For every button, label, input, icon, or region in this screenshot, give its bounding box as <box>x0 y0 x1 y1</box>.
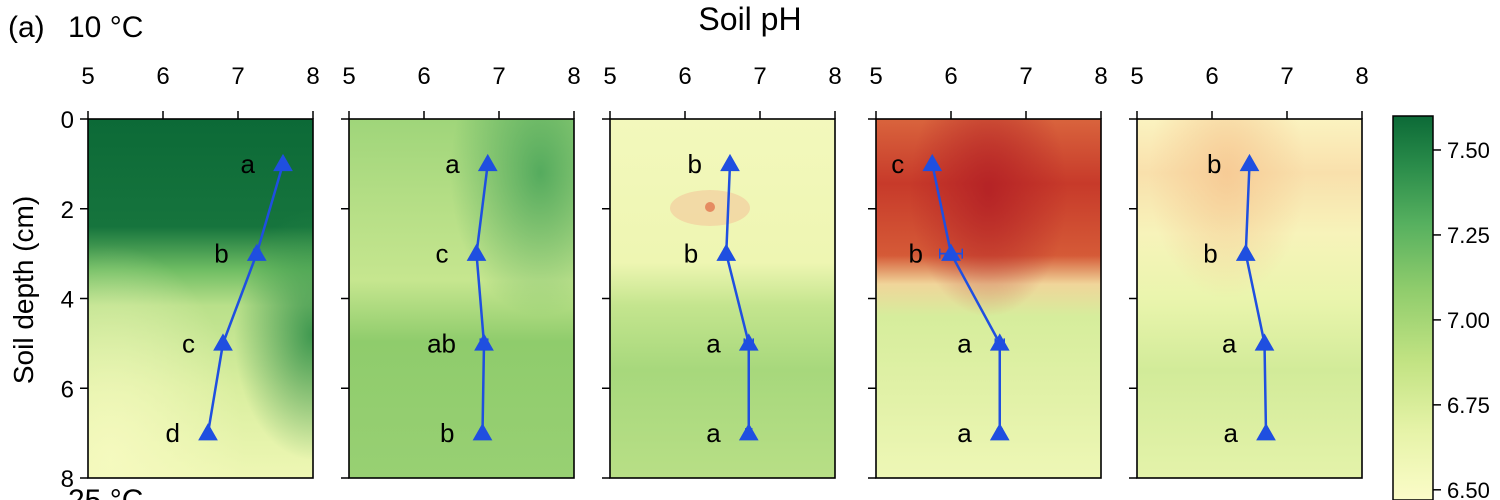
significance-letter: a <box>706 328 721 358</box>
significance-letter: a <box>1222 328 1237 358</box>
data-line <box>475 163 489 434</box>
x-tick-label: 8 <box>567 63 580 90</box>
panel-1: 5 6 7 8 0 2 4 6 8 a b c d <box>61 63 320 493</box>
data-point <box>474 333 494 351</box>
colorbar-tick-label: 7.25 <box>1447 223 1490 248</box>
data-point <box>472 423 493 441</box>
data-point <box>198 423 218 441</box>
data-point <box>989 333 1010 351</box>
significance-letter: c <box>436 239 449 269</box>
data-line <box>206 163 285 434</box>
colorbar-gradient <box>1392 115 1434 500</box>
y-axis-title: Soil depth (cm) <box>8 196 39 384</box>
data-point <box>246 243 267 261</box>
x-tick-label: 6 <box>417 63 430 90</box>
significance-letter: a <box>445 149 460 179</box>
y-tick-label: 8 <box>61 466 74 493</box>
y-tick-label: 4 <box>61 287 74 314</box>
data-line <box>931 163 1001 434</box>
next-temperature-label: 25 °C <box>68 484 143 500</box>
data-point <box>738 333 759 351</box>
significance-letter: a <box>241 149 256 179</box>
data-point <box>1235 243 1256 261</box>
significance-letter: b <box>684 239 698 269</box>
y-tick-label: 0 <box>61 107 74 134</box>
data-point <box>1254 333 1275 351</box>
data-point <box>213 333 233 351</box>
x-tick-label: 7 <box>753 63 766 90</box>
x-tick-label: 8 <box>1094 63 1107 90</box>
x-tick-label: 5 <box>81 63 94 90</box>
y-tick-label: 2 <box>61 197 74 224</box>
panel-4: 5 6 7 8 c b a a <box>868 63 1108 479</box>
data-line <box>1244 163 1268 434</box>
data-point <box>466 243 487 261</box>
panel-marks: 5 6 7 8 b b a a <box>602 63 842 479</box>
x-tick-label: 7 <box>231 63 244 90</box>
data-point <box>1239 153 1260 172</box>
colorbar-tick-label: 7.50 <box>1447 138 1490 163</box>
significance-letter: b <box>440 418 454 448</box>
significance-letter: b <box>909 239 923 269</box>
heatmap-patch <box>876 119 1101 478</box>
data-point <box>273 153 293 172</box>
x-tick-label: 5 <box>342 63 355 90</box>
data-point <box>738 423 759 441</box>
x-tick-label: 6 <box>156 63 169 90</box>
panel-marks: 5 6 7 8 a c ab b <box>341 63 581 479</box>
x-tick-label: 5 <box>603 63 616 90</box>
data-line <box>724 163 750 434</box>
x-tick-label: 7 <box>1019 63 1032 90</box>
x-tick-label: 6 <box>944 63 957 90</box>
colorbar-ticks: 6.50 6.75 7.00 7.25 7.50 <box>1433 138 1490 500</box>
data-point <box>941 243 961 261</box>
colorbar-tick-label: 6.50 <box>1447 478 1490 500</box>
x-tick-label: 8 <box>306 63 319 90</box>
significance-letter: b <box>214 239 228 269</box>
colorbar-tick-label: 7.00 <box>1447 308 1490 333</box>
x-tick-label: 8 <box>1355 63 1368 90</box>
data-point <box>716 243 737 261</box>
significance-letter: a <box>957 418 972 448</box>
significance-letter: ab <box>427 328 456 358</box>
x-axis-title: Soil pH <box>698 1 801 37</box>
x-tick-label: 7 <box>1280 63 1293 90</box>
significance-letter: d <box>166 418 180 448</box>
x-tick-label: 8 <box>828 63 841 90</box>
panel-label: (a) <box>8 11 45 44</box>
x-tick-label: 7 <box>492 63 505 90</box>
panel-marks: 5 6 7 8 0 2 4 6 8 a b c d <box>61 63 320 493</box>
panel-3: 5 6 7 8 b b a a <box>602 63 842 479</box>
significance-letter: b <box>688 149 702 179</box>
heatmap-background <box>610 119 835 478</box>
colorbar-tick-label: 6.75 <box>1447 393 1490 418</box>
panel-5: 5 6 7 8 b b a a <box>1129 63 1369 479</box>
significance-letter: c <box>891 149 904 179</box>
significance-letter: b <box>1203 239 1217 269</box>
data-point <box>477 153 498 172</box>
x-tick-label: 5 <box>869 63 882 90</box>
data-point <box>720 153 740 172</box>
significance-letter: a <box>706 418 721 448</box>
data-point <box>922 153 943 172</box>
x-tick-label: 5 <box>1130 63 1143 90</box>
significance-letter: a <box>1224 418 1239 448</box>
y-tick-label: 6 <box>61 376 74 403</box>
temperature-label: 10 °C <box>68 11 143 44</box>
panel-marks: 5 6 7 8 b b a a <box>1129 63 1369 479</box>
panel-marks: 5 6 7 8 c b a a <box>868 63 1108 479</box>
significance-letter: c <box>182 328 195 358</box>
colorbar: 6.50 6.75 7.00 7.25 7.50 <box>1392 115 1490 500</box>
significance-letter: a <box>957 328 972 358</box>
significance-letter: b <box>1207 149 1221 179</box>
heatmap-patch <box>88 119 313 478</box>
heatmap-patch <box>705 202 715 212</box>
x-tick-label: 6 <box>678 63 691 90</box>
data-point <box>1256 423 1276 441</box>
heatmap-patch <box>349 119 574 478</box>
data-point <box>989 423 1010 441</box>
panel-2: 5 6 7 8 a c ab b <box>341 63 581 479</box>
x-tick-label: 6 <box>1205 63 1218 90</box>
